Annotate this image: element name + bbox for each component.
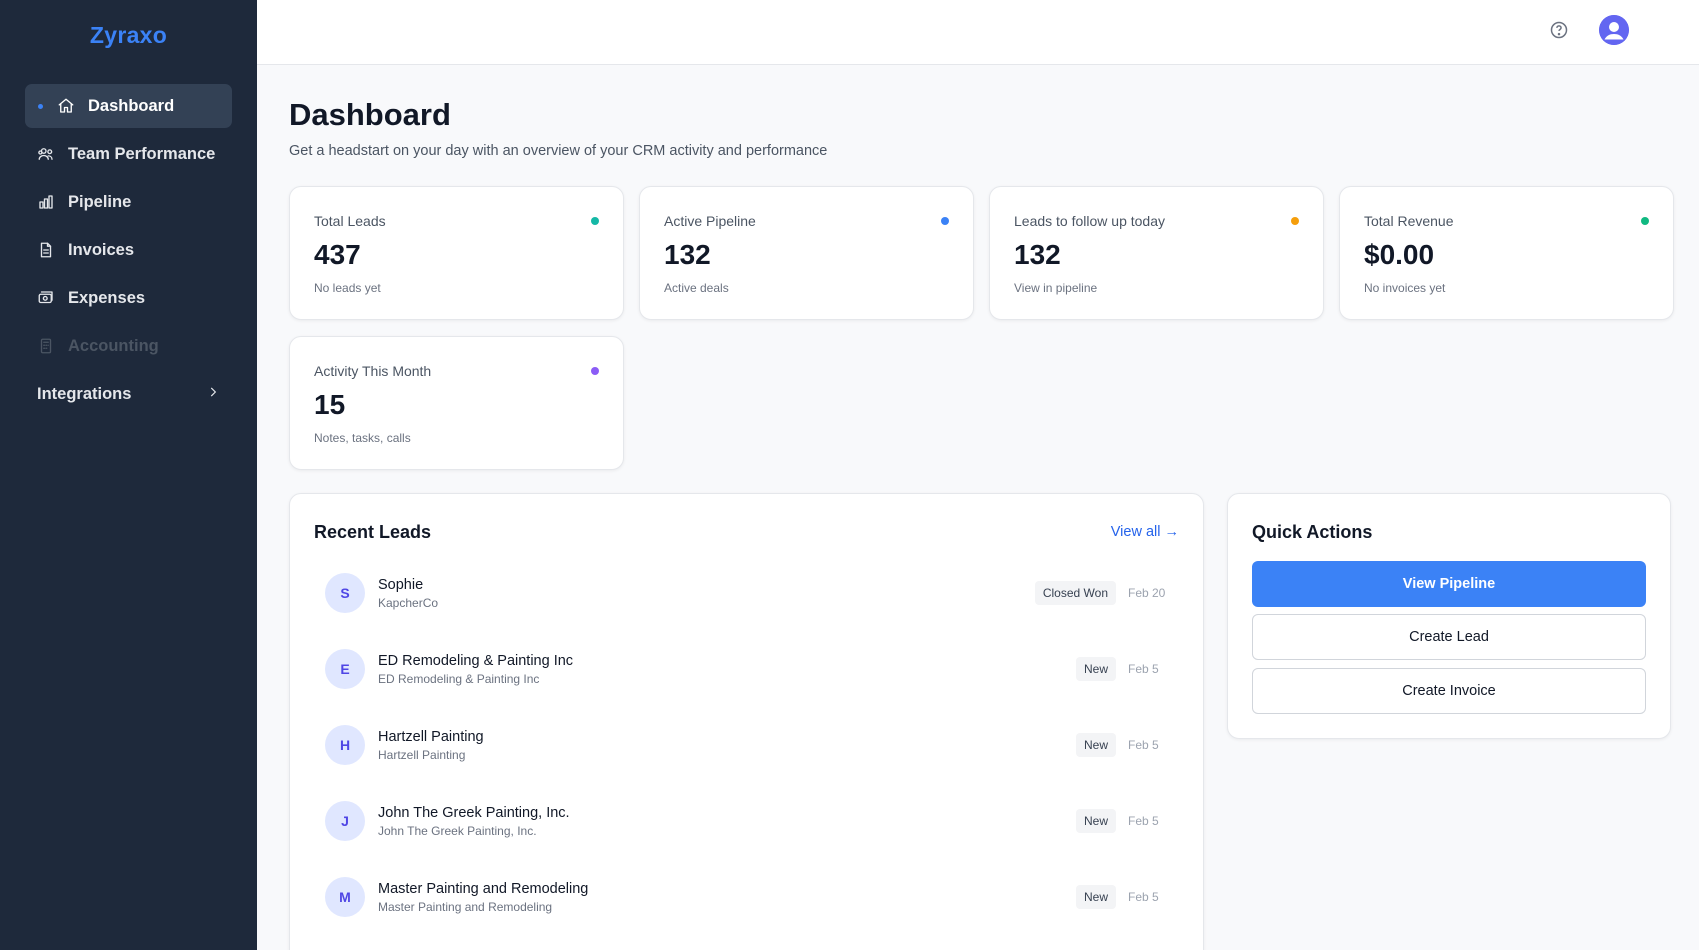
active-indicator-dot (38, 103, 43, 109)
lead-avatar: S (325, 573, 365, 613)
status-badge: New (1075, 809, 1116, 833)
status-dot (941, 217, 949, 225)
stat-label: Activity This Month (314, 363, 432, 379)
stat-subtext: No leads yet (314, 281, 381, 295)
stat-card-activity-month[interactable]: Activity This Month 15 Notes, tasks, cal… (289, 336, 624, 470)
lead-company: ED Remodeling & Painting Inc (378, 671, 540, 686)
status-dot (591, 217, 599, 225)
stat-card-total-leads[interactable]: Total Leads 437 No leads yet (289, 186, 624, 320)
status-badge: Closed Won (1034, 581, 1116, 605)
view-pipeline-button[interactable]: View Pipeline (1252, 561, 1646, 607)
stat-subtext: No invoices yet (1364, 281, 1446, 295)
lead-avatar: M (325, 877, 365, 917)
status-badge: New (1075, 733, 1116, 757)
lead-avatar: E (325, 649, 365, 689)
stat-card-active-pipeline[interactable]: Active Pipeline 132 Active deals (639, 186, 974, 320)
sidebar-item-label: Accounting (68, 336, 159, 355)
home-icon (56, 96, 76, 116)
stat-card-follow-up[interactable]: Leads to follow up today 132 View in pip… (989, 186, 1324, 320)
stat-value: 132 (664, 239, 711, 270)
lead-row[interactable]: E ED Remodeling & Painting Inc ED Remode… (325, 647, 1168, 691)
stat-label: Leads to follow up today (1014, 213, 1165, 229)
page-subtitle: Get a headstart on your day with an over… (289, 143, 828, 159)
stat-label: Total Revenue (1364, 213, 1454, 229)
view-all-link[interactable]: View all → (1110, 524, 1179, 540)
lead-company: KapcherCo (378, 595, 439, 610)
sidebar-item-label: Team Performance (68, 144, 216, 163)
create-lead-button[interactable]: Create Lead (1252, 614, 1646, 660)
stat-subtext: View in pipeline (1014, 281, 1098, 295)
lead-name: Sophie (378, 576, 424, 593)
chevron-right-icon (206, 385, 220, 404)
page-title: Dashboard (289, 97, 451, 132)
lead-avatar: H (325, 725, 365, 765)
lead-date: Feb 5 (1128, 890, 1159, 904)
sidebar-item-accounting: Accounting (25, 324, 232, 368)
lead-date: Feb 5 (1128, 662, 1159, 676)
status-dot (1291, 217, 1299, 225)
sidebar-item-label: Integrations (37, 384, 132, 403)
lead-date: Feb 5 (1128, 814, 1159, 828)
help-circle-icon[interactable] (1549, 20, 1569, 40)
sidebar-item-label: Dashboard (88, 96, 175, 115)
stat-label: Active Pipeline (664, 213, 756, 229)
lead-row[interactable]: S Sophie KapcherCo Closed Won Feb 20 (325, 571, 1168, 615)
sidebar-item-dashboard[interactable]: Dashboard (25, 84, 232, 128)
lead-name: ED Remodeling & Painting Inc (378, 652, 574, 669)
lead-date: Feb 20 (1128, 586, 1166, 600)
create-invoice-button[interactable]: Create Invoice (1252, 668, 1646, 714)
recent-leads-panel: Recent Leads View all → S Sophie Kapcher… (289, 493, 1204, 950)
lead-name: Hartzell Painting (378, 728, 484, 745)
quick-actions-title: Quick Actions (1252, 522, 1373, 542)
stat-label: Total Leads (314, 213, 386, 229)
stat-value: $0.00 (1364, 239, 1435, 270)
sidebar-item-integrations[interactable]: Integrations (25, 372, 232, 416)
lead-company: John The Greek Painting, Inc. (378, 823, 537, 838)
calculator-icon (36, 336, 56, 356)
recent-leads-title: Recent Leads (314, 522, 432, 542)
lead-name: Master Painting and Remodeling (378, 880, 589, 897)
file-icon (36, 240, 56, 260)
sidebar-item-expenses[interactable]: Expenses (25, 276, 232, 320)
lead-row[interactable]: H Hartzell Painting Hartzell Painting Ne… (325, 723, 1168, 767)
stat-value: 132 (1014, 239, 1061, 270)
quick-actions-panel: Quick Actions View Pipeline Create Lead … (1227, 493, 1671, 739)
status-dot (591, 367, 599, 375)
user-avatar-icon[interactable] (1599, 15, 1629, 45)
sidebar-item-label: Invoices (68, 240, 135, 259)
lead-avatar: J (325, 801, 365, 841)
lead-row[interactable]: J John The Greek Painting, Inc. John The… (325, 799, 1168, 843)
brand-logo[interactable]: Zyraxo (89, 22, 168, 48)
sidebar-item-label: Pipeline (68, 192, 132, 211)
status-dot (1641, 217, 1649, 225)
lead-company: Hartzell Painting (378, 747, 466, 762)
stat-subtext: Notes, tasks, calls (314, 431, 411, 445)
lead-company: Master Painting and Remodeling (378, 899, 553, 914)
sidebar-nav: Dashboard Team Performance Pipeline Invo… (25, 84, 232, 420)
top-bar (257, 0, 1699, 65)
status-badge: New (1075, 885, 1116, 909)
stat-value: 437 (314, 239, 361, 270)
lead-name: John The Greek Painting, Inc. (378, 804, 570, 821)
status-badge: New (1075, 657, 1116, 681)
camera-money-icon (36, 288, 56, 308)
sidebar-item-team-performance[interactable]: Team Performance (25, 132, 232, 176)
users-icon (36, 144, 56, 164)
lead-row[interactable]: M Master Painting and Remodeling Master … (325, 875, 1168, 919)
stat-card-total-revenue[interactable]: Total Revenue $0.00 No invoices yet (1339, 186, 1674, 320)
sidebar: Zyraxo Dashboard Team Performance Pipeli… (0, 0, 257, 950)
sidebar-item-invoices[interactable]: Invoices (25, 228, 232, 272)
bar-chart-icon (36, 192, 56, 212)
stat-subtext: Active deals (664, 281, 729, 295)
sidebar-item-label: Expenses (68, 288, 146, 307)
lead-date: Feb 5 (1128, 738, 1159, 752)
sidebar-item-pipeline[interactable]: Pipeline (25, 180, 232, 224)
stat-value: 15 (314, 389, 346, 420)
